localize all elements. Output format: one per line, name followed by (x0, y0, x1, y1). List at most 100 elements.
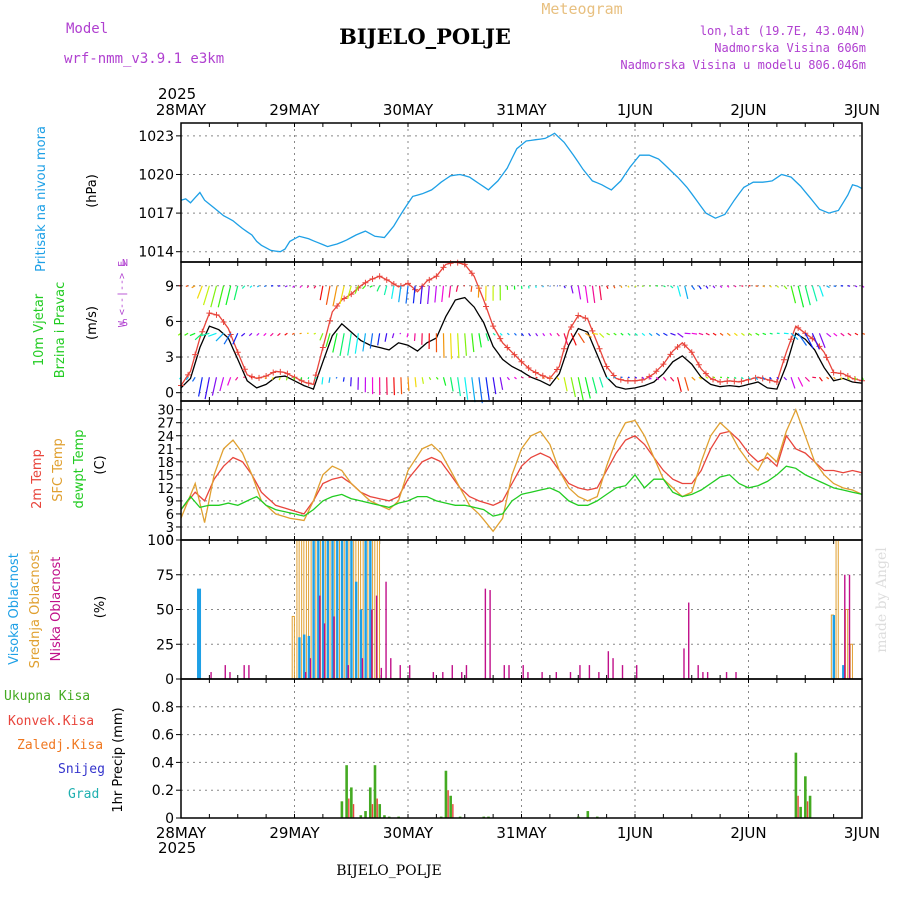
wind-vector (369, 333, 374, 349)
wind-vector (627, 285, 630, 288)
wind-vector (634, 285, 637, 288)
gust-marker (241, 366, 248, 373)
wind-vector (726, 376, 730, 379)
wind-vector (405, 285, 409, 304)
wind-vector (299, 285, 303, 289)
wind-vector (606, 332, 610, 336)
bar-precip-total (350, 787, 353, 818)
gust-marker (376, 273, 383, 280)
gust-marker (717, 378, 724, 385)
pressure-side-label: Pritisak na nivou mora (34, 126, 49, 272)
wind-vector (464, 333, 467, 356)
gust-marker (234, 349, 241, 356)
gust-marker (851, 376, 858, 383)
gust-marker (483, 303, 490, 310)
precip-hail-label: Grad (68, 787, 99, 802)
gust-marker (702, 370, 709, 377)
gust-marker (830, 369, 837, 376)
tick-label-y: 1014 (138, 245, 174, 261)
wind-vector (748, 376, 751, 380)
wind-vector (277, 332, 281, 337)
precip-snow-label: Snijeg (58, 762, 105, 777)
gust-marker (681, 342, 688, 349)
gust-marker (192, 351, 199, 358)
wind-vector (556, 332, 560, 337)
wind-vector (670, 285, 674, 289)
gust-marker (504, 344, 511, 351)
wind-vector (194, 332, 203, 341)
wind-vector (733, 376, 737, 379)
panels: 1014101710201023036903691215182124273002… (138, 122, 866, 827)
wind-vector (549, 332, 553, 336)
panel-frame (180, 678, 863, 819)
bar-precip-total (444, 770, 448, 818)
gust-marker (497, 335, 504, 342)
bar-precip-total (804, 776, 807, 818)
wind-vector (264, 376, 267, 380)
gust-marker (582, 315, 589, 322)
bar-low-cloud (304, 672, 307, 679)
wind-vector (769, 376, 772, 380)
gust-marker (405, 280, 411, 287)
wind-vector (662, 376, 667, 381)
bar-precip-convective (797, 795, 799, 818)
wind-vector (291, 332, 295, 335)
wind-vector (599, 332, 605, 338)
wind-vector (464, 377, 469, 400)
year-label-top: 2025 (158, 85, 196, 103)
wind-vector (719, 332, 724, 336)
bar-low-cloud (465, 665, 468, 679)
wind-vector (570, 333, 577, 346)
wind-vector (521, 332, 524, 337)
wind-vector (606, 376, 610, 380)
tick-label-y: 3 (165, 350, 174, 366)
wind-vector (535, 376, 538, 379)
gust-marker (227, 331, 234, 338)
wind-vector (347, 333, 352, 356)
bar-low-cloud (612, 658, 614, 679)
wind-vector (684, 377, 690, 391)
panel-wind: 0 3 6 9 (165, 259, 866, 404)
bar-low-cloud (579, 665, 581, 679)
wind-vector (347, 285, 352, 300)
bar-precip-total (794, 752, 798, 818)
wind-vector (542, 285, 544, 288)
bar-low-cloud (683, 648, 685, 679)
gust-marker (695, 361, 702, 368)
wind-vector (741, 285, 744, 287)
bar-low-cloud (555, 672, 558, 679)
bar-low-cloud (323, 623, 326, 679)
wind-vector (369, 285, 373, 288)
gust-marker (277, 368, 284, 375)
wind-vector (300, 377, 303, 380)
bar-low-cloud (451, 665, 453, 679)
gust-marker (688, 349, 695, 356)
wind-vector (332, 285, 338, 307)
gust-marker (383, 276, 390, 283)
top-date-labels: 28MAY 29MAY 30MAY 31MAY 1JUN 2JUN 3JUN (156, 101, 880, 119)
gust-marker (731, 378, 738, 385)
bar-low-cloud (484, 588, 487, 679)
gust-marker (589, 327, 596, 334)
wind-vector (563, 377, 568, 392)
wind-unit: (m/s) (85, 306, 100, 340)
gust-marker (334, 302, 341, 309)
wind-vector (670, 332, 676, 336)
gust-marker (213, 311, 220, 318)
bar-low-cloud (636, 665, 638, 679)
bar-high-cloud (321, 540, 325, 679)
sfc-side-label: SFC Temp (51, 438, 66, 502)
bar-precip-total (378, 804, 382, 818)
date-label-top: 28MAY (156, 101, 207, 119)
bar-low-cloud (725, 672, 728, 679)
wind-vector (313, 332, 316, 335)
gust-marker (248, 373, 255, 380)
gust-marker (553, 366, 560, 373)
wind-vector (441, 285, 445, 303)
wind-vector (833, 376, 836, 380)
wind-vector (407, 377, 410, 392)
wind-vector (577, 285, 582, 300)
wind-vector (321, 377, 324, 385)
